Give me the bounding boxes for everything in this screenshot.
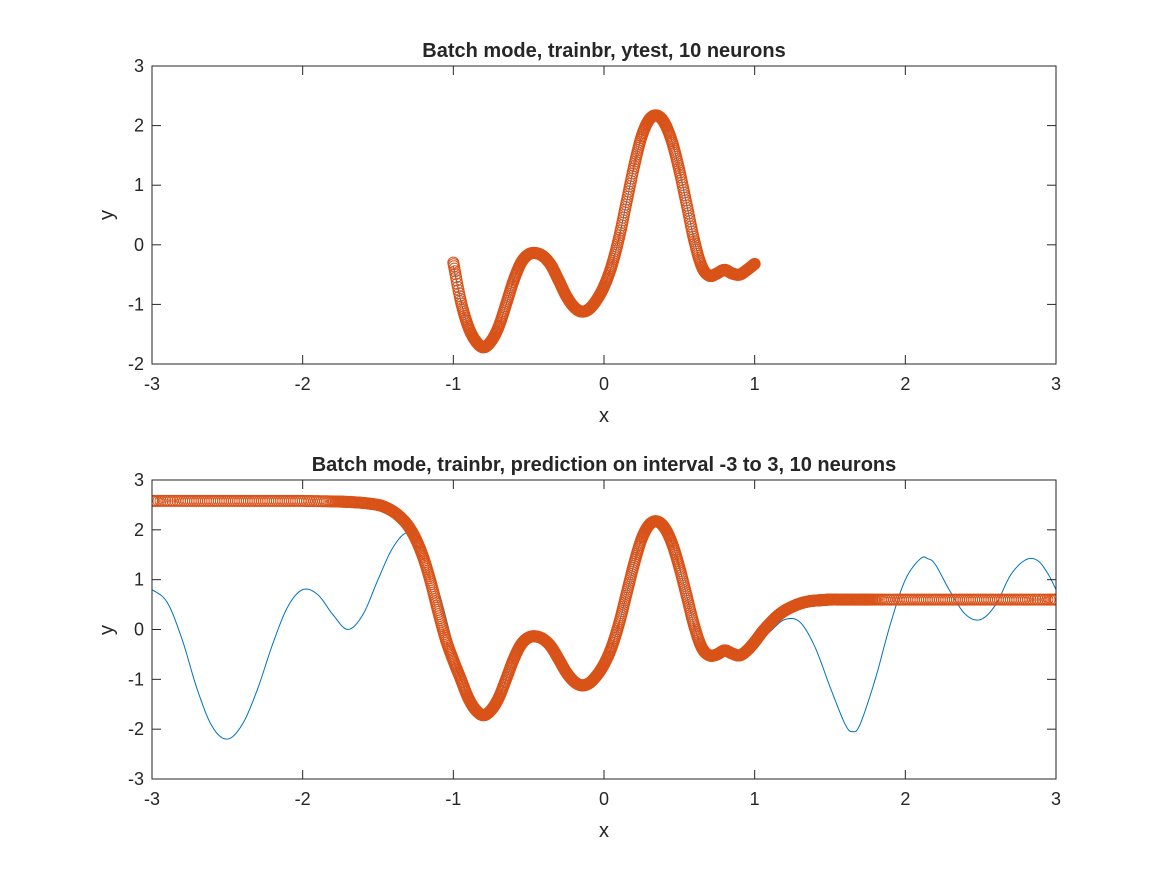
y-tick-label: 2 bbox=[134, 520, 144, 540]
output-marker bbox=[1026, 593, 1039, 606]
output-marker bbox=[166, 494, 179, 507]
x-tick-label: -3 bbox=[144, 374, 160, 394]
output-marker bbox=[1024, 593, 1037, 606]
top-subplot: Batch mode, trainbr, ytest, 10 neurons x… bbox=[96, 40, 1061, 427]
x-tick-label: -3 bbox=[144, 789, 160, 809]
output-marker bbox=[1031, 593, 1044, 606]
bottom-subplot-xlabel: x bbox=[599, 820, 609, 842]
x-tick-label: -1 bbox=[445, 789, 461, 809]
top-subplot-plot-area bbox=[447, 109, 761, 354]
y-tick-label: 0 bbox=[134, 235, 144, 255]
bottom-subplot-plot-area bbox=[152, 494, 1056, 740]
y-tick-label: 3 bbox=[134, 470, 144, 490]
x-tick-label: 2 bbox=[900, 374, 910, 394]
output-marker bbox=[1050, 593, 1056, 606]
bottom-subplot-target-line bbox=[152, 520, 1056, 740]
x-tick-label: 3 bbox=[1051, 789, 1061, 809]
top-subplot-xlabel: x bbox=[599, 405, 609, 427]
y-tick-label: -2 bbox=[128, 719, 144, 739]
x-tick-label: 0 bbox=[599, 374, 609, 394]
y-tick-label: 1 bbox=[134, 570, 144, 590]
y-tick-label: 2 bbox=[134, 116, 144, 136]
y-tick-label: 1 bbox=[134, 175, 144, 195]
x-tick-label: 0 bbox=[599, 789, 609, 809]
y-tick-label: 3 bbox=[134, 56, 144, 76]
top-subplot-output-markers bbox=[447, 109, 761, 354]
x-tick-label: 2 bbox=[900, 789, 910, 809]
x-tick-label: -1 bbox=[445, 374, 461, 394]
y-tick-label: -3 bbox=[128, 769, 144, 789]
bottom-subplot-title: Batch mode, trainbr, prediction on inter… bbox=[312, 454, 897, 476]
x-tick-label: -2 bbox=[295, 374, 311, 394]
y-tick-label: -1 bbox=[128, 669, 144, 689]
bottom-subplot-axes-box bbox=[151, 479, 1057, 780]
output-marker bbox=[748, 257, 761, 270]
x-tick-label: -2 bbox=[295, 789, 311, 809]
bottom-subplot-output-markers bbox=[152, 494, 1056, 722]
x-tick-label: 3 bbox=[1051, 374, 1061, 394]
y-tick-label: 0 bbox=[134, 620, 144, 640]
top-subplot-title: Batch mode, trainbr, ytest, 10 neurons bbox=[422, 40, 785, 62]
y-tick-label: -1 bbox=[128, 294, 144, 314]
x-tick-label: 1 bbox=[750, 789, 760, 809]
output-marker bbox=[161, 494, 174, 507]
output-marker bbox=[1029, 593, 1042, 606]
top-subplot-ylabel: y bbox=[96, 210, 118, 220]
output-marker bbox=[1036, 593, 1049, 606]
output-marker bbox=[164, 494, 177, 507]
bottom-subplot-ylabel: y bbox=[96, 625, 118, 635]
top-subplot-axes-box bbox=[151, 65, 1057, 365]
output-marker bbox=[159, 494, 172, 507]
y-tick-label: -2 bbox=[128, 354, 144, 374]
bottom-subplot: Batch mode, trainbr, prediction on inter… bbox=[96, 454, 1061, 842]
x-tick-label: 1 bbox=[750, 374, 760, 394]
